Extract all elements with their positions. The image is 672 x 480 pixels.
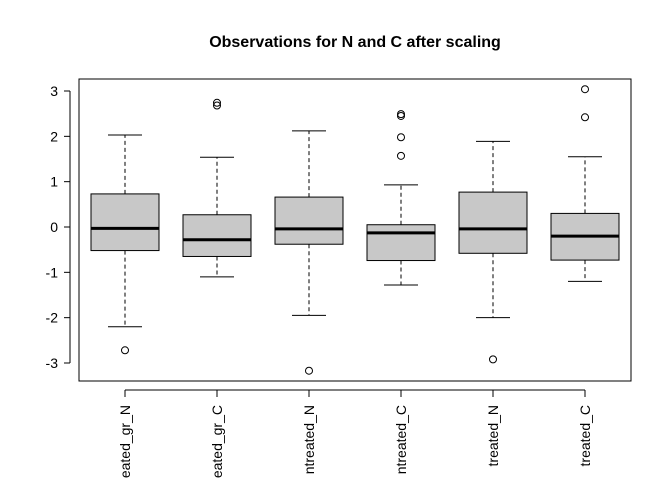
x-tick-label: treated_N — [485, 405, 501, 466]
y-tick-label: 0 — [50, 219, 58, 235]
box-untreated_C — [367, 111, 435, 285]
x-tick-label: eated_gr_C — [209, 405, 225, 478]
outlier-point — [582, 114, 589, 121]
plot-frame — [79, 79, 631, 381]
chart-title: Observations for N and C after scaling — [209, 34, 501, 51]
y-tick-label: -1 — [46, 264, 59, 280]
x-tick-label: treated_C — [577, 405, 593, 466]
box-untreated_N — [275, 131, 343, 374]
box-treated_C — [551, 86, 619, 282]
box-treated_gr_C — [183, 99, 251, 277]
box-group — [91, 86, 619, 374]
box-treated_N — [459, 141, 527, 363]
iqr-box — [367, 225, 435, 261]
y-tick-label: -2 — [46, 310, 59, 326]
iqr-box — [275, 197, 343, 244]
y-tick-label: 3 — [50, 83, 58, 99]
x-tick-label: eated_gr_N — [117, 405, 133, 478]
x-axis: eated_gr_N eated_gr_C ntreated_N ntreated_C… — [117, 390, 593, 478]
outlier-point — [306, 367, 313, 374]
x-tick-label: ntreated_N — [301, 405, 317, 474]
iqr-box — [459, 192, 527, 253]
x-tick-label: ntreated_C — [393, 405, 409, 474]
box-treated_gr_N — [91, 135, 159, 354]
outlier-point — [398, 152, 405, 159]
outlier-point — [582, 86, 589, 93]
y-tick-label: 2 — [50, 128, 58, 144]
iqr-box — [91, 194, 159, 251]
outlier-point — [490, 356, 497, 363]
y-tick-label: -3 — [46, 355, 59, 371]
outlier-point — [398, 134, 405, 141]
iqr-box — [183, 215, 251, 257]
y-tick-label: 1 — [50, 174, 58, 190]
outlier-point — [122, 347, 129, 354]
y-axis: -3 -2 -1 0 1 2 3 — [46, 83, 70, 371]
